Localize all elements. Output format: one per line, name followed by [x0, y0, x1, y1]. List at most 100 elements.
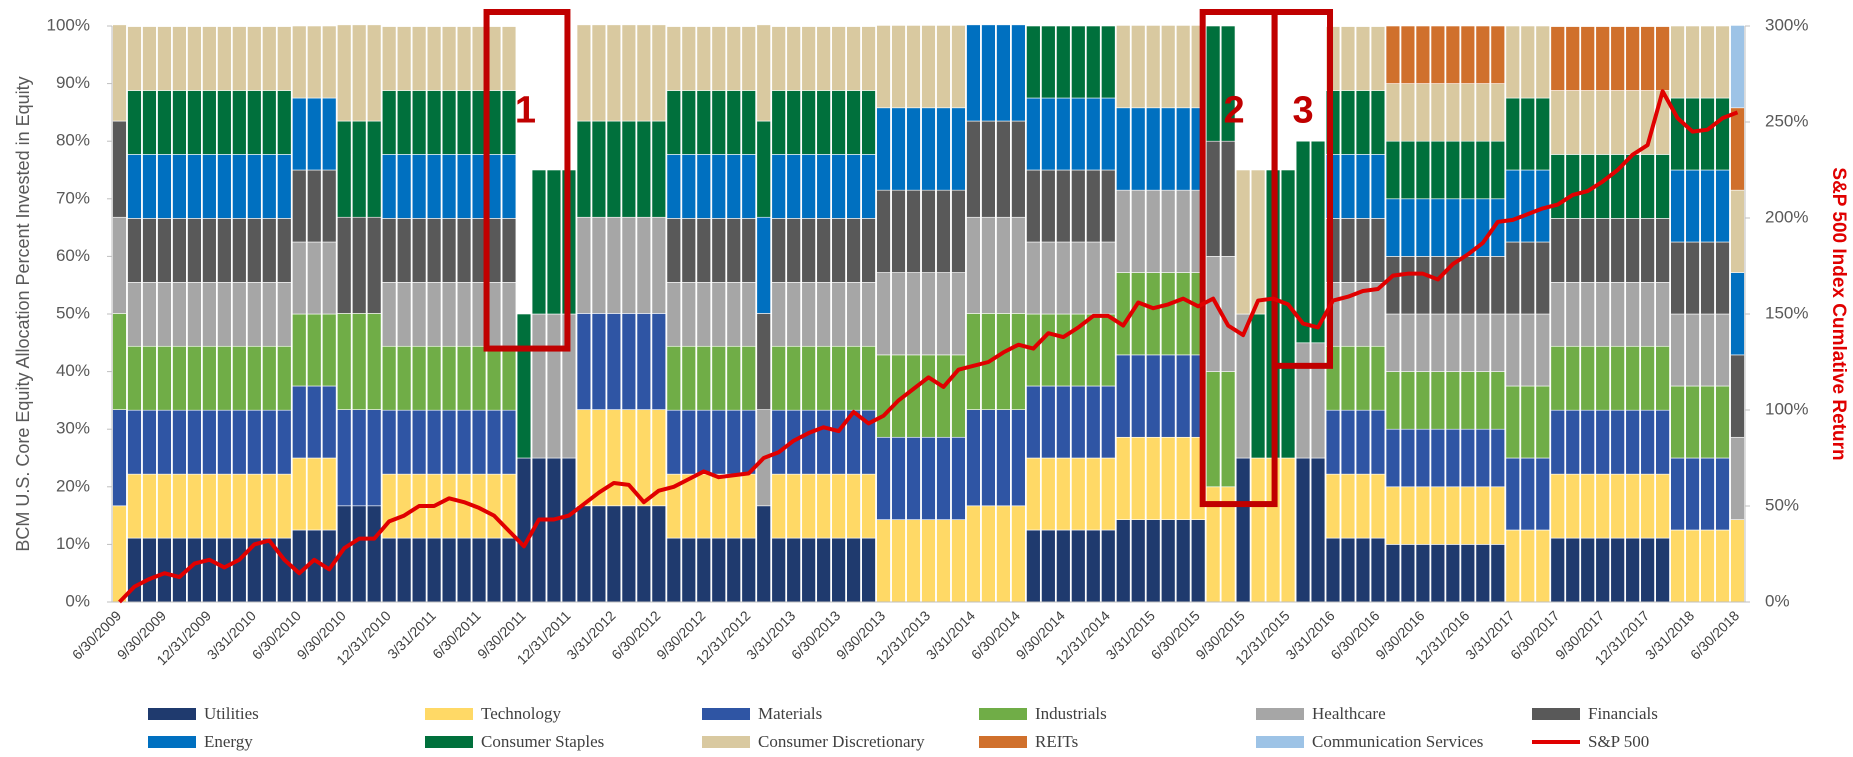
bar-segment: [1340, 473, 1356, 539]
bar-segment: [232, 218, 247, 283]
bar-segment: [1685, 457, 1700, 531]
bar-segment: [1475, 313, 1491, 372]
bar-segment: [1595, 345, 1610, 411]
bar-segment: [1475, 428, 1491, 488]
bar-segment: [486, 473, 502, 539]
bar-segment: [381, 218, 397, 283]
bar-segment: [1610, 473, 1625, 539]
bar-segment: [501, 218, 517, 283]
bar-segment: [247, 154, 262, 219]
y-tick-label: 70%: [56, 188, 90, 207]
bar-segment: [831, 282, 846, 347]
bar-segment: [1041, 241, 1056, 315]
bar-segment: [696, 26, 711, 91]
bar-segment: [636, 120, 652, 218]
bar-segment: [1640, 282, 1655, 347]
bar-segment: [1385, 256, 1401, 315]
bar-segment: [1640, 537, 1655, 603]
bar-segment: [891, 107, 906, 191]
bar-segment: [1026, 25, 1041, 99]
bar-segment: [366, 24, 382, 122]
bar-segment: [1685, 313, 1700, 387]
bar-segment: [127, 154, 142, 219]
bar-segment: [1161, 107, 1176, 191]
y2-tick-label: 150%: [1765, 303, 1808, 322]
bar-segment: [277, 345, 292, 411]
bar-segment: [1355, 345, 1371, 411]
bar-segment: [906, 519, 921, 603]
bar-segment: [456, 218, 472, 283]
bar-segment: [1041, 169, 1056, 243]
bar-segment: [621, 24, 637, 122]
bar-segment: [951, 189, 966, 273]
bar-segment: [1700, 457, 1715, 531]
bar-segment: [606, 313, 622, 410]
bar-segment: [426, 26, 442, 91]
bar-segment: [187, 282, 202, 347]
bar-segment: [1295, 140, 1311, 344]
bar-segment: [1505, 529, 1520, 603]
bar-segment: [1610, 409, 1625, 475]
bar-segment: [1655, 26, 1670, 91]
bar-segment: [816, 26, 831, 91]
bar-segment: [621, 313, 637, 410]
bar-segment: [726, 282, 741, 347]
bar-segment: [1640, 154, 1655, 219]
bar-segment: [981, 24, 996, 122]
bar-segment: [696, 409, 711, 475]
bar-segment: [846, 537, 861, 603]
bar-segment: [741, 345, 756, 411]
bar-segment: [1325, 473, 1341, 539]
bar-segment: [292, 457, 307, 531]
bar-segment: [1655, 282, 1670, 347]
bar-segment: [1520, 457, 1535, 531]
bar-segment: [277, 473, 292, 539]
bar-segment: [1655, 154, 1670, 219]
bar-segment: [1086, 241, 1101, 315]
bar-segment: [1340, 345, 1356, 411]
bar-segment: [636, 505, 652, 603]
bar-segment: [981, 505, 996, 603]
bar-segment: [936, 519, 951, 603]
bar-segment: [1550, 218, 1565, 283]
bar-segment: [1430, 544, 1446, 603]
bar-segment: [1041, 529, 1056, 603]
bar-segment: [441, 218, 457, 283]
bar-segment: [1595, 218, 1610, 283]
bar-segment: [1445, 198, 1461, 257]
bar-segment: [277, 218, 292, 283]
bar-segment: [1565, 537, 1580, 603]
bar-segment: [187, 218, 202, 283]
bar-segment: [456, 345, 472, 411]
bar-segment: [1445, 25, 1461, 84]
bar-segment: [951, 519, 966, 603]
bar-segment: [741, 90, 756, 155]
bar-segment: [1161, 354, 1176, 438]
bar-segment: [1250, 457, 1266, 603]
bar-segment: [1445, 544, 1461, 603]
bar-segment: [127, 282, 142, 347]
bar-segment: [1175, 354, 1191, 438]
bar-segment: [157, 282, 172, 347]
bar-segment: [1640, 218, 1655, 283]
bar-segment: [1131, 519, 1146, 603]
bar-segment: [1175, 436, 1191, 520]
bar-segment: [307, 97, 322, 171]
bar-segment: [352, 313, 367, 410]
bar-segment: [1610, 90, 1625, 155]
bar-segment: [786, 282, 801, 347]
bar-segment: [801, 154, 816, 219]
bar-segment: [1370, 345, 1386, 411]
bar-segment: [1460, 198, 1476, 257]
bar-segment: [202, 345, 217, 411]
bar-segment: [411, 218, 427, 283]
bar-segment: [262, 90, 277, 155]
bar-segment: [232, 537, 247, 603]
bar-segment: [247, 282, 262, 347]
bar-segment: [1730, 25, 1745, 109]
bar-segment: [681, 345, 696, 411]
legend-swatch: [979, 736, 1027, 748]
bar-segment: [966, 505, 981, 603]
bar-segment: [741, 218, 756, 283]
bar-segment: [1490, 25, 1505, 84]
